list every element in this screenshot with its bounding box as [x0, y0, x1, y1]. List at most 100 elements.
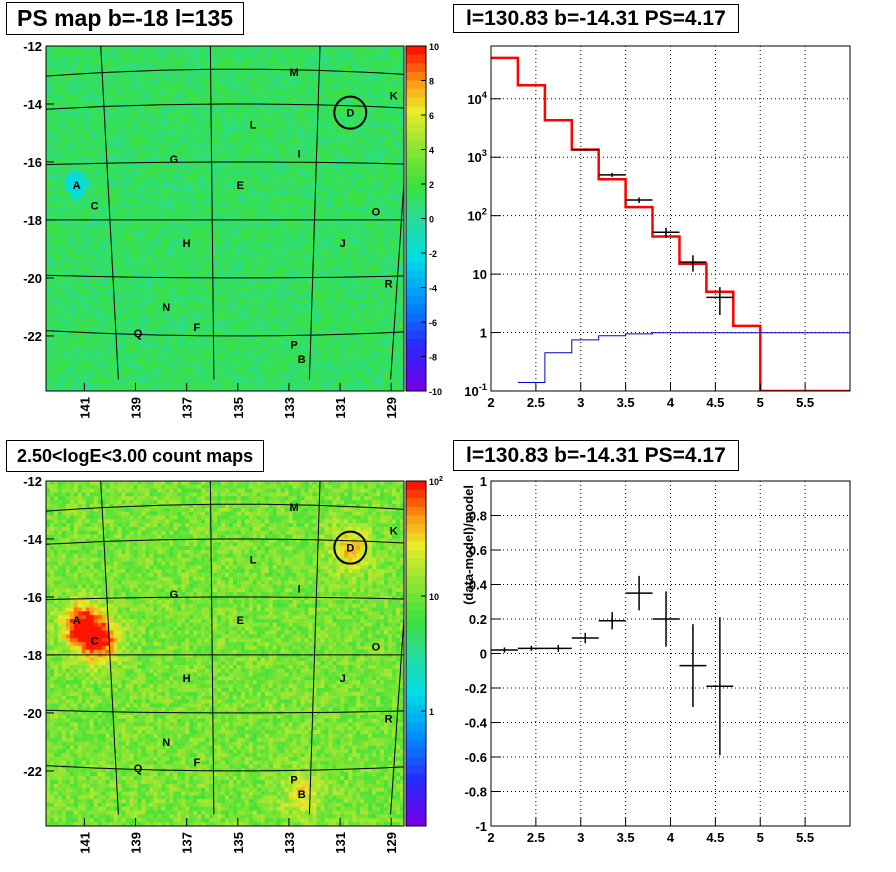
heatmap-cell	[121, 176, 127, 181]
heatmap-cell	[205, 145, 210, 151]
heatmap-cell	[97, 46, 103, 51]
heatmap-cell	[53, 360, 59, 365]
heatmap-cell	[240, 49, 246, 55]
heatmap-cell	[252, 256, 258, 262]
heatmap-cell	[228, 107, 234, 112]
heatmap-cell	[101, 272, 107, 277]
heatmap-cell	[260, 65, 266, 70]
heatmap-cell	[177, 122, 182, 128]
heatmap-cell	[141, 325, 147, 331]
heatmap-cell	[153, 122, 158, 128]
heatmap-cell	[221, 368, 226, 373]
heatmap-cell	[217, 195, 222, 200]
heatmap-cell	[69, 279, 75, 285]
heatmap-cell	[73, 222, 79, 227]
heatmap-cell	[89, 329, 95, 335]
heatmap-cell	[53, 241, 59, 246]
heatmap-cell	[225, 157, 230, 162]
heatmap-cell	[65, 237, 71, 243]
heatmap-cell	[248, 107, 254, 112]
heatmap-cell	[169, 157, 174, 162]
heatmap-cell	[197, 318, 202, 323]
heatmap-cell	[228, 203, 234, 208]
heatmap-cell	[85, 345, 91, 350]
heatmap-cell	[121, 168, 127, 174]
heatmap-cell	[189, 95, 194, 101]
heatmap-cell	[145, 214, 151, 220]
heatmap-cell	[244, 88, 250, 93]
heatmap-cell	[157, 306, 162, 312]
heatmap-cell	[85, 99, 91, 105]
heatmap-cell	[197, 348, 202, 354]
heatmap-cell	[181, 203, 186, 208]
heatmap-cell	[177, 341, 182, 346]
heatmap-cell	[228, 302, 234, 308]
heatmap-cell	[93, 138, 99, 143]
heatmap-cell	[149, 180, 154, 185]
heatmap-cell	[177, 364, 182, 369]
heatmap-cell	[205, 153, 210, 158]
heatmap-cell	[173, 291, 178, 296]
heatmap-cell	[225, 80, 230, 85]
heatmap-cell	[252, 195, 258, 200]
heatmap-cell	[101, 329, 107, 335]
heatmap-cell	[205, 107, 210, 112]
heatmap-cell	[93, 46, 99, 51]
heatmap-cell	[85, 69, 91, 74]
heatmap-cell	[221, 272, 226, 277]
heatmap-cell	[240, 180, 246, 185]
heatmap-cell	[85, 222, 91, 227]
heatmap-cell	[53, 176, 59, 181]
heatmap-cell	[125, 249, 131, 254]
heatmap-cell	[61, 268, 67, 273]
heatmap-cell	[113, 157, 119, 162]
heatmap-cell	[217, 368, 222, 373]
heatmap-cell	[93, 368, 99, 373]
heatmap-cell	[141, 375, 147, 381]
heatmap-cell	[193, 237, 198, 243]
heatmap-cell	[256, 322, 262, 327]
heatmap-cell	[137, 115, 143, 120]
heatmap-cell	[181, 237, 186, 243]
heatmap-cell	[240, 345, 246, 350]
heatmap-cell	[165, 268, 170, 273]
heatmap-cell	[221, 122, 226, 128]
heatmap-cell	[225, 368, 230, 373]
heatmap-cell	[169, 245, 174, 250]
heatmap-cell	[73, 325, 79, 331]
heatmap-cell	[228, 153, 234, 158]
heatmap-cell	[260, 222, 266, 227]
heatmap-cell	[197, 210, 202, 216]
heatmap-cell	[53, 325, 59, 331]
heatmap-cell	[153, 53, 158, 59]
heatmap-cell	[197, 264, 202, 269]
heatmap-cell	[93, 49, 99, 55]
heatmap-cell	[161, 264, 166, 269]
heatmap-cell	[109, 283, 115, 289]
heatmap-cell	[125, 222, 131, 227]
heatmap-cell	[121, 322, 127, 327]
heatmap-cell	[113, 122, 119, 128]
heatmap-cell	[197, 368, 202, 373]
heatmap-cell	[101, 371, 107, 377]
heatmap-cell	[109, 61, 115, 66]
heatmap-cell	[89, 325, 95, 331]
heatmap-cell	[73, 118, 79, 124]
heatmap-cell	[125, 283, 131, 289]
heatmap-cell	[101, 191, 107, 197]
heatmap-cell	[165, 287, 170, 292]
heatmap-cell	[232, 222, 238, 227]
heatmap-cell	[217, 230, 222, 235]
heatmap-cell	[65, 184, 71, 189]
heatmap-cell	[129, 149, 135, 154]
heatmap-cell	[141, 214, 147, 220]
heatmap-cell	[133, 256, 139, 262]
heatmap-cell	[81, 61, 87, 66]
heatmap-cell	[221, 191, 226, 197]
heatmap-cell	[217, 180, 222, 185]
heatmap-cell	[57, 379, 63, 384]
heatmap-cell	[213, 325, 218, 331]
heatmap-cell	[57, 126, 63, 131]
heatmap-cell	[85, 364, 91, 369]
heatmap-cell	[153, 264, 158, 269]
